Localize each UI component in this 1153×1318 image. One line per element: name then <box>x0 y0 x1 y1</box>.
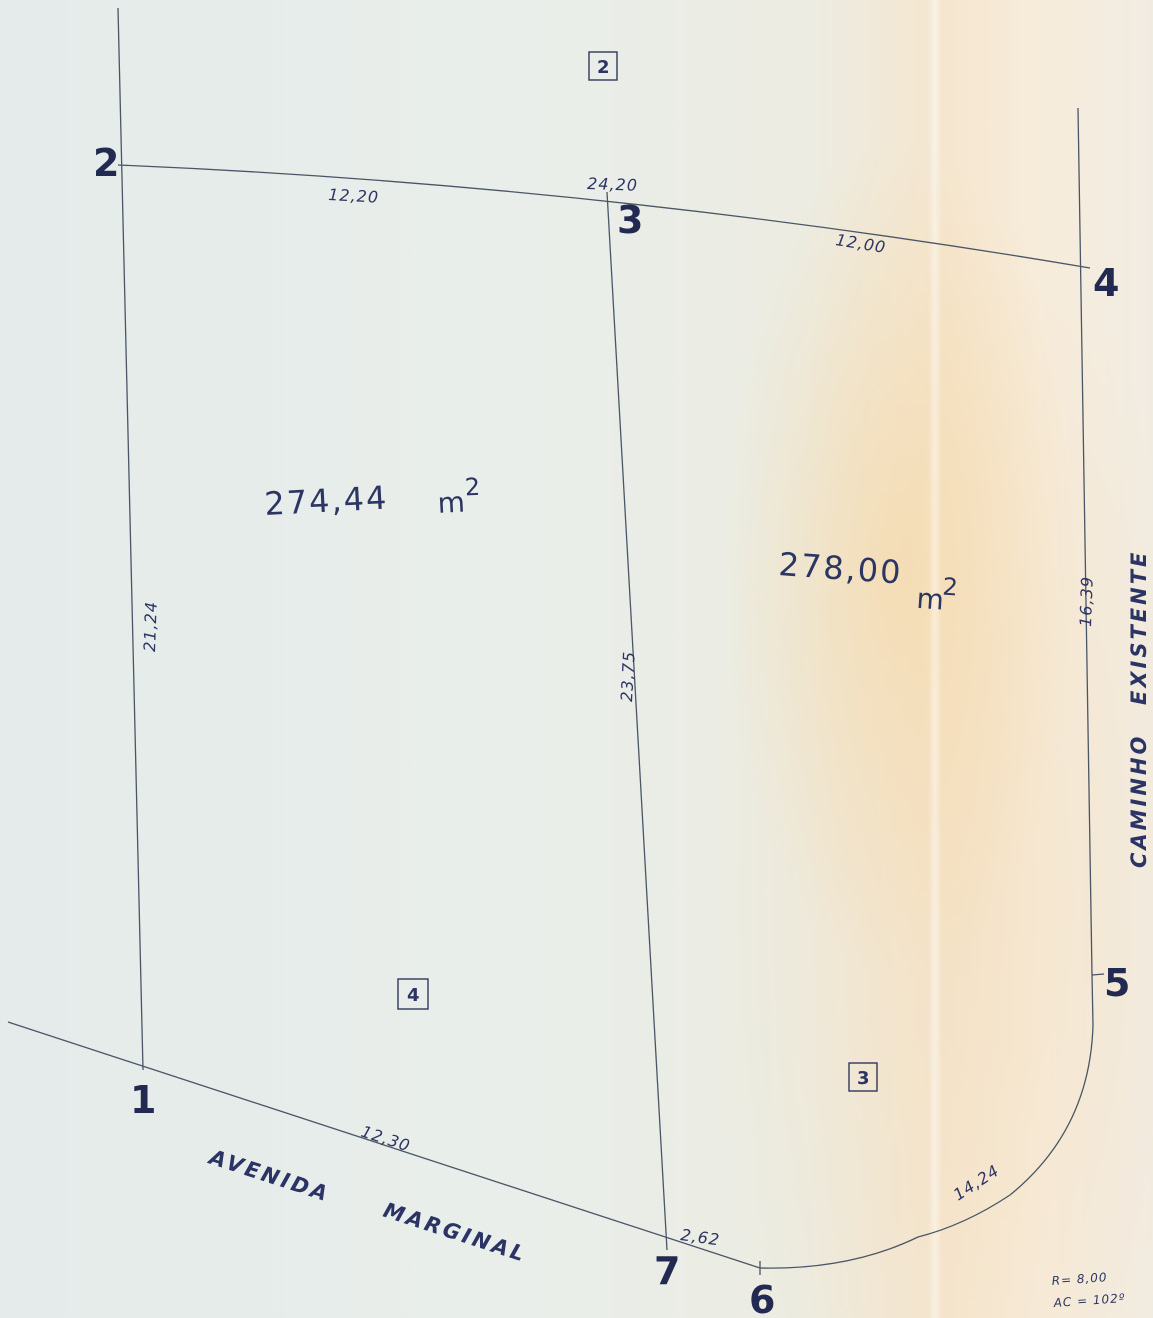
vertex-7: 7 <box>654 1249 680 1293</box>
lot-number-right: 3 <box>857 1068 870 1089</box>
line-3-7 <box>606 191 668 1251</box>
dimension-3-4: 12,00 <box>834 230 887 257</box>
lot-number-top: 2 <box>597 57 610 78</box>
lot-label-top: 2 <box>588 51 618 81</box>
street-avenida: AVENIDA <box>205 1144 334 1206</box>
dimension-7-6: 2,62 <box>679 1225 721 1249</box>
dimension-2-3: 12,20 <box>328 185 380 207</box>
vertex-5: 5 <box>1104 961 1130 1005</box>
dimension-1-2: 21,24 <box>140 601 161 652</box>
tick-5 <box>1091 973 1105 976</box>
line-1-2 <box>117 7 144 1071</box>
lot-label-left: 4 <box>397 978 429 1010</box>
dimension-4-5: 16,39 <box>1076 576 1097 627</box>
area-right-exponent: 2 <box>942 573 959 602</box>
dimension-1-7: 12,30 <box>359 1122 413 1156</box>
lot-number-left: 4 <box>407 985 420 1006</box>
dimension-3-7: 23,75 <box>617 650 639 702</box>
vertex-3: 3 <box>617 198 643 242</box>
area-left-exponent: 2 <box>464 473 481 502</box>
vertex-1: 1 <box>130 1078 156 1122</box>
street-caminho: CAMINHO <box>1127 734 1151 868</box>
lot-label-right: 3 <box>848 1062 878 1092</box>
curve-radius-note: R= 8,00 <box>1051 1270 1108 1288</box>
area-right-unit: m <box>916 582 946 617</box>
curve-angle-note: AC = 102º <box>1052 1291 1126 1310</box>
line-4-5 <box>1077 107 1093 976</box>
vertex-6: 6 <box>749 1278 775 1318</box>
dimension-total-top: 24,20 <box>587 174 638 195</box>
line-avenida-marginal <box>7 1021 761 1269</box>
line-2-4 <box>117 164 1091 269</box>
area-right-value: 278,00 <box>777 545 903 592</box>
area-left-unit: m <box>437 486 466 520</box>
area-left-value: 274,44 <box>263 479 389 523</box>
vertex-2: 2 <box>93 141 119 185</box>
vertex-4: 4 <box>1093 261 1119 305</box>
area-left: 274,44 m 2 <box>263 473 481 523</box>
dimension-arc: 14,24 <box>950 1161 1003 1205</box>
arc-5-6 <box>759 974 1094 1269</box>
paper-fold <box>928 0 942 1318</box>
street-marginal: MARGINAL <box>380 1198 530 1267</box>
street-existente: EXISTENTE <box>1127 550 1151 705</box>
area-right: 278,00 m 2 <box>777 545 959 617</box>
